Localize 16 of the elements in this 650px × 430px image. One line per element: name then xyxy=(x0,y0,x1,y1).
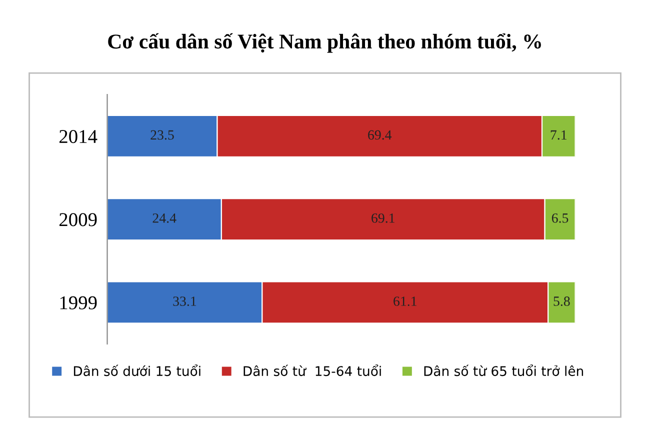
data-label: 61.1 xyxy=(394,296,416,306)
data-label: 69.4 xyxy=(368,130,392,140)
y-tick-label: 2009 xyxy=(59,213,97,226)
y-tick-label: 1999 xyxy=(60,296,97,310)
legend-label: Dân số từ 15-64 tuổi xyxy=(244,364,381,376)
data-label: 5.8 xyxy=(554,296,570,306)
y-tick-label: 2014 xyxy=(59,130,98,144)
data-label: 33.1 xyxy=(173,296,196,306)
data-label: 69.1 xyxy=(372,213,394,223)
legend-label: Dân số dưới 15 tuổi xyxy=(74,364,200,376)
chart-title: Cơ cấu dân số Việt Nam phân theo nhóm tuổi, % xyxy=(108,33,541,53)
data-label: 7.1 xyxy=(550,130,566,140)
legend-label: Dân số từ 65 tuổi trở lên xyxy=(424,364,584,376)
data-label: 23.5 xyxy=(150,130,174,140)
data-label: 24.4 xyxy=(152,213,176,223)
data-label: 6.5 xyxy=(552,213,568,223)
